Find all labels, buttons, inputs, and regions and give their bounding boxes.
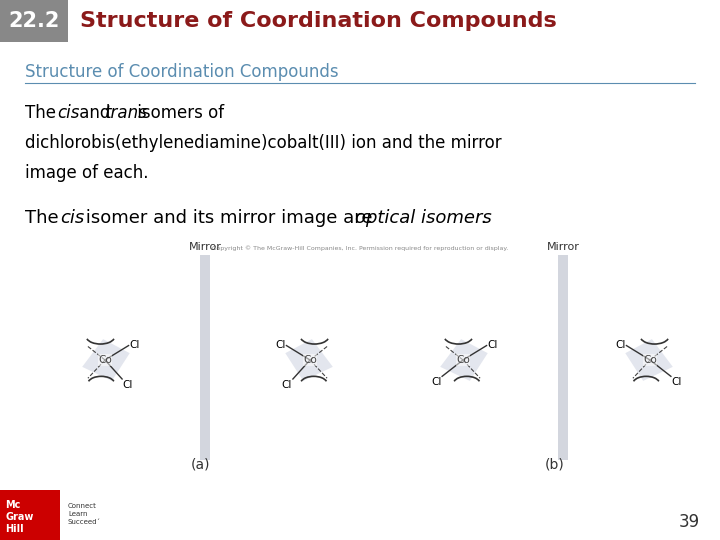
Text: Cl: Cl — [130, 340, 140, 350]
Text: and: and — [74, 104, 116, 122]
Polygon shape — [82, 339, 130, 381]
Text: (a): (a) — [190, 458, 210, 472]
Text: Cl: Cl — [275, 340, 285, 350]
Text: .: . — [480, 209, 486, 227]
Text: 22.2: 22.2 — [9, 11, 60, 31]
Bar — [0, 490, 60, 540]
Text: Hill: Hill — [5, 524, 24, 534]
Text: Cl: Cl — [615, 340, 625, 350]
Text: Connect
Learn
Succeed´: Connect Learn Succeed´ — [68, 503, 101, 525]
Text: Cl: Cl — [431, 377, 441, 388]
Text: cis: cis — [60, 209, 84, 227]
Text: The: The — [25, 209, 64, 227]
Text: Graw: Graw — [5, 512, 33, 522]
Text: Mirror: Mirror — [546, 242, 580, 252]
Text: Cl: Cl — [487, 340, 498, 350]
Text: isomers of: isomers of — [132, 104, 224, 122]
Text: Mc: Mc — [5, 500, 20, 510]
Text: Cl: Cl — [123, 380, 133, 390]
Text: Copyright © The McGraw-Hill Companies, Inc. Permission required for reproduction: Copyright © The McGraw-Hill Companies, I… — [212, 245, 508, 251]
Text: 39: 39 — [679, 513, 700, 531]
Polygon shape — [625, 339, 672, 381]
Bar — [200, 255, 210, 460]
Text: Co: Co — [643, 355, 657, 365]
Polygon shape — [440, 339, 487, 381]
Bar — [0, 0, 68, 42]
Text: (b): (b) — [545, 458, 565, 472]
Text: The: The — [25, 104, 61, 122]
Text: Co: Co — [98, 355, 112, 365]
Text: trans: trans — [105, 104, 148, 122]
Text: optical isomers: optical isomers — [355, 209, 492, 227]
Text: Cl: Cl — [672, 377, 682, 388]
Polygon shape — [285, 339, 333, 381]
Bar — [558, 255, 568, 460]
Text: isomer and its mirror image are: isomer and its mirror image are — [80, 209, 378, 227]
Text: Co: Co — [456, 355, 470, 365]
Text: dichlorobis(ethylenediamine)cobalt(III) ion and the mirror: dichlorobis(ethylenediamine)cobalt(III) … — [25, 134, 502, 152]
Text: Structure of Coordination Compounds: Structure of Coordination Compounds — [80, 11, 557, 31]
Text: Cl: Cl — [282, 380, 292, 390]
Text: Structure of Coordination Compounds: Structure of Coordination Compounds — [25, 63, 338, 81]
Text: Co: Co — [303, 355, 317, 365]
Text: Mirror: Mirror — [189, 242, 222, 252]
Text: image of each.: image of each. — [25, 164, 148, 182]
Text: cis: cis — [57, 104, 79, 122]
